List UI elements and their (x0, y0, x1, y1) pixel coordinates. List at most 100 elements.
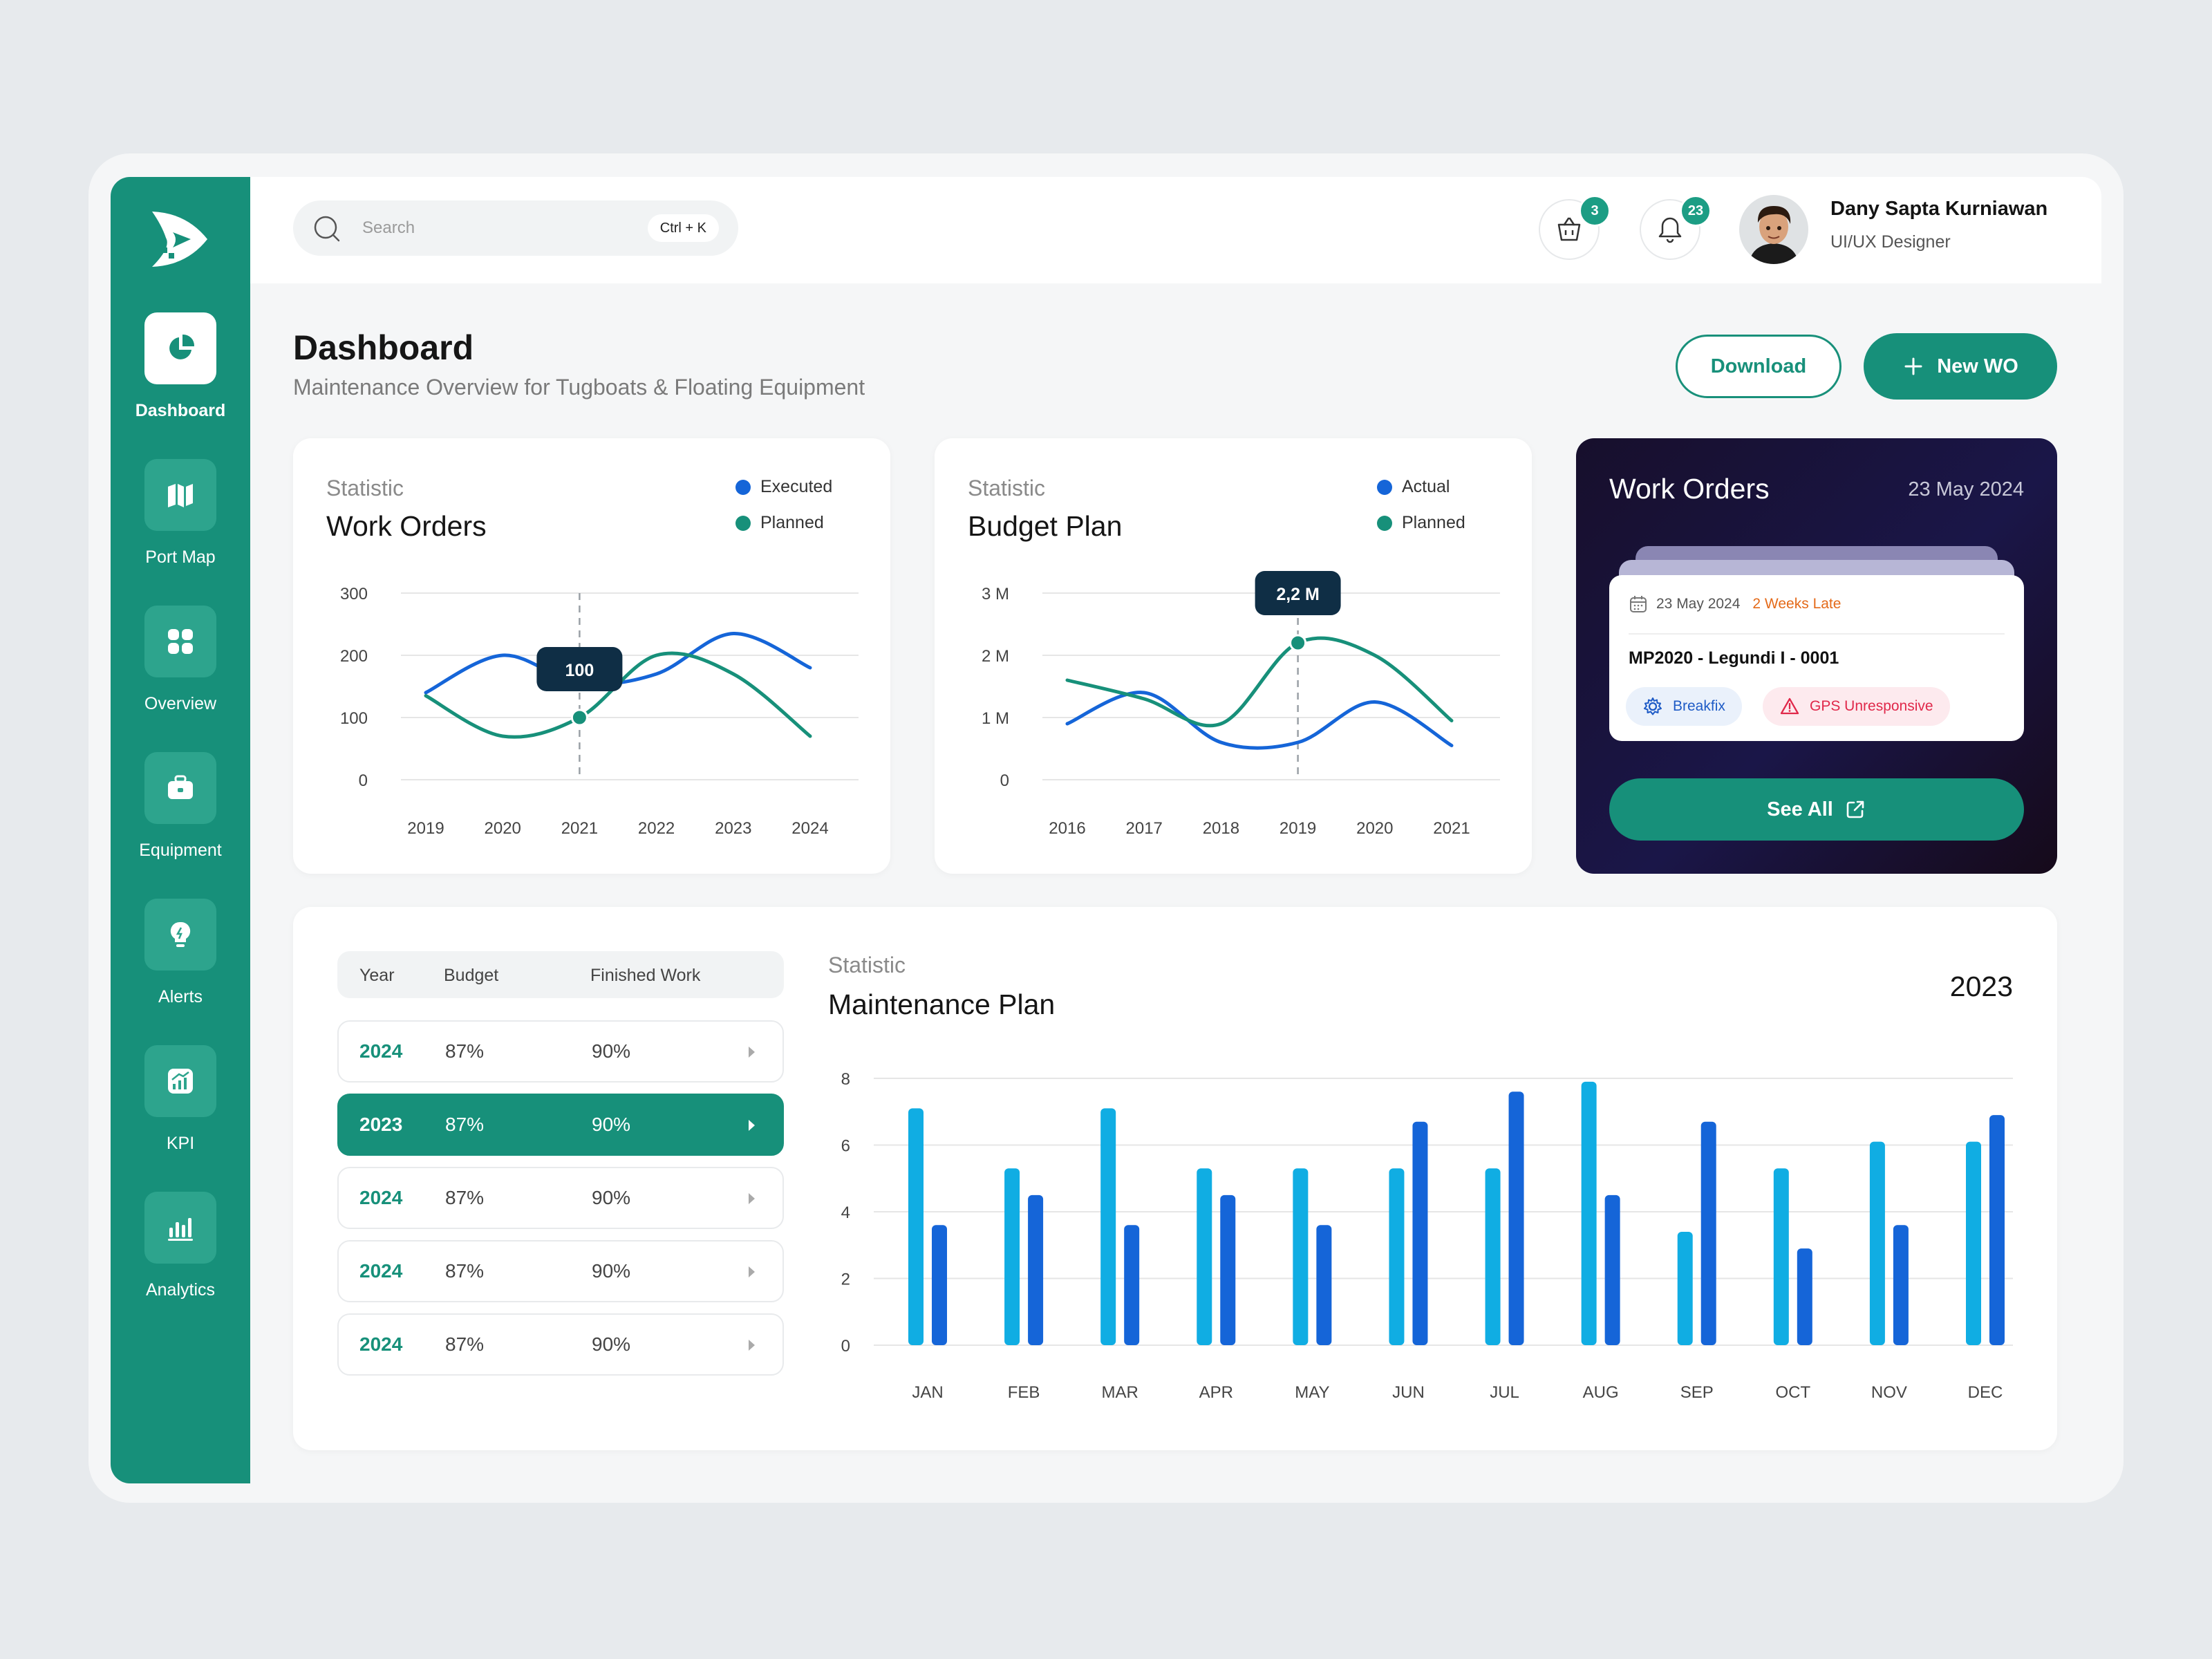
y-tick-label: 8 (841, 1070, 850, 1089)
chevron-right-icon (749, 1193, 755, 1204)
series-line (424, 651, 812, 739)
work-orders-panel: Work Orders 23 May 2024 23 May 2024 2 We… (1576, 438, 2057, 874)
y-tick-label: 100 (340, 709, 368, 728)
bar (1581, 1081, 1597, 1345)
sidebar-item-label: KPI (166, 1134, 195, 1153)
y-tick-label: 0 (359, 771, 368, 790)
bar (1989, 1115, 2005, 1345)
y-tick-label: 2 (841, 1271, 850, 1289)
table-row[interactable]: 2024 87% 90% (337, 1020, 784, 1082)
maintenance-card: Year Budget Finished Work 2024 87% 90% 2… (293, 907, 2057, 1450)
x-tick-label: 2016 (1049, 819, 1085, 838)
legend-item: Executed (735, 477, 832, 497)
maintenance-bar-chart: 8 6 4 2 0 JAN FEB MAR APR MAY JUN JUL AUG SEP OCT NOV DE… (841, 1070, 2013, 1402)
legend-label: Planned (760, 513, 824, 532)
cell-budget: 87% (445, 1187, 485, 1208)
x-tick-label: FEB (1008, 1383, 1040, 1402)
sidebar-item-kpi[interactable]: KPI (111, 1045, 250, 1154)
search-bar[interactable]: Ctrl + K (293, 200, 738, 256)
basket-icon (1557, 217, 1581, 241)
download-button[interactable]: Download (1676, 335, 1841, 398)
column-header-year: Year (359, 966, 395, 985)
x-tick-label: OCT (1775, 1383, 1810, 1402)
column-header-budget: Budget (444, 966, 499, 985)
work-order-date-row: 23 May 2024 2 Weeks Late (1629, 594, 1841, 614)
gear-icon (1644, 697, 1662, 715)
bar (1197, 1168, 1212, 1345)
bar (1966, 1141, 1981, 1345)
x-tick-label: 2021 (1433, 819, 1470, 838)
x-tick-label: DEC (1968, 1383, 2003, 1402)
work-order-date: 23 May 2024 (1656, 596, 1741, 612)
bar (908, 1108, 924, 1345)
sidebar-item-label: Dashboard (135, 401, 226, 420)
table-row[interactable]: 2024 87% 90% (337, 1313, 784, 1376)
x-tick-label: AUG (1583, 1383, 1619, 1402)
sidebar-item-dashboard[interactable]: Dashboard (111, 312, 250, 421)
x-tick-label: JUL (1490, 1383, 1519, 1402)
x-tick-label: NOV (1871, 1383, 1907, 1402)
notifications-button[interactable]: 23 (1640, 195, 1712, 260)
y-tick-label: 3 M (982, 585, 1009, 603)
sidebar-item-overview[interactable]: Overview (111, 606, 250, 714)
sidebar-item-port-map[interactable]: Port Map (111, 459, 250, 568)
budget-plan-line-chart: 3 M 2 M 1 M 0 2016 2017 2018 2019 2020 2021 2,2 M (982, 571, 1500, 838)
work-orders-line-chart: 300 200 100 0 2019 2020 2021 2022 2023 2024 100 (340, 585, 859, 838)
work-order-item[interactable]: 23 May 2024 2 Weeks Late MP2020 - Legund… (1609, 575, 2024, 741)
chevron-right-icon (749, 1340, 755, 1351)
sidebar-item-analytics[interactable]: Analytics (111, 1192, 250, 1300)
legend-dot (735, 479, 751, 495)
x-tick-label: MAY (1295, 1383, 1329, 1402)
user-name: Dany Sapta Kurniawan (1830, 198, 2048, 220)
y-tick-label: 2 M (982, 647, 1009, 666)
sidebar-item-label: Port Map (145, 547, 216, 567)
cell-year: 2024 (359, 1187, 403, 1208)
budget-plan-chart-card: Statistic Budget Plan Actual Planned 3 M… (935, 438, 1532, 874)
bar (1773, 1168, 1789, 1345)
top-bar: Ctrl + K 3 23 Dany Sapta Kurniawan UI/UX… (250, 177, 2101, 283)
card-title: Work Orders (326, 510, 487, 542)
sidebar-item-label: Alerts (158, 987, 203, 1006)
sidebar: Dashboard Port Map Overview Equipment Al… (111, 177, 250, 1483)
sidebar-item-alerts[interactable]: Alerts (111, 899, 250, 1007)
new-wo-button[interactable]: New WO (1864, 333, 2057, 400)
kpi-chart-icon (144, 1045, 216, 1117)
x-tick-label: APR (1199, 1383, 1233, 1402)
tooltip-box (536, 647, 623, 691)
y-tick-label: 300 (340, 585, 368, 603)
cart-button[interactable]: 3 (1539, 195, 1611, 260)
column-header-finished-work: Finished Work (590, 966, 701, 985)
bar (1220, 1194, 1236, 1345)
table-row[interactable]: 2024 87% 90% (337, 1240, 784, 1302)
maintenance-year[interactable]: 2023 (1949, 971, 2013, 1002)
tag-gps-unresponsive: GPS Unresponsive (1763, 687, 1950, 726)
cell-budget: 87% (445, 1333, 485, 1355)
calendar-icon (1630, 596, 1647, 612)
sidebar-item-label: Equipment (139, 841, 222, 860)
see-all-label: See All (1767, 798, 1833, 821)
sidebar-item-equipment[interactable]: Equipment (111, 752, 250, 861)
briefcase-icon (144, 752, 216, 824)
avatar[interactable] (1739, 195, 1808, 264)
x-tick-label: 2018 (1203, 819, 1239, 838)
x-tick-label: 2023 (715, 819, 751, 838)
bar (1869, 1141, 1885, 1345)
x-tick-label: JUN (1392, 1383, 1425, 1402)
x-tick-label: 2020 (485, 819, 521, 838)
x-tick-label: 2024 (791, 819, 828, 838)
see-all-button[interactable]: See All (1609, 778, 2024, 841)
legend-item: Planned (735, 513, 824, 533)
x-tick-label: 2021 (561, 819, 598, 838)
app-logo-icon[interactable] (145, 205, 214, 274)
bar (1508, 1091, 1524, 1345)
search-shortcut-hint: Ctrl + K (647, 214, 719, 242)
table-row[interactable]: 2024 87% 90% (337, 1167, 784, 1229)
legend-label: Planned (1402, 513, 1465, 532)
table-row[interactable]: 2023 87% 90% (337, 1094, 784, 1156)
search-input[interactable] (362, 216, 625, 241)
bar-chart-icon (144, 1192, 216, 1264)
y-tick-label: 6 (841, 1137, 850, 1156)
bar (1700, 1121, 1716, 1345)
cell-finished-work: 90% (592, 1187, 631, 1208)
lightbulb-icon (144, 899, 216, 971)
